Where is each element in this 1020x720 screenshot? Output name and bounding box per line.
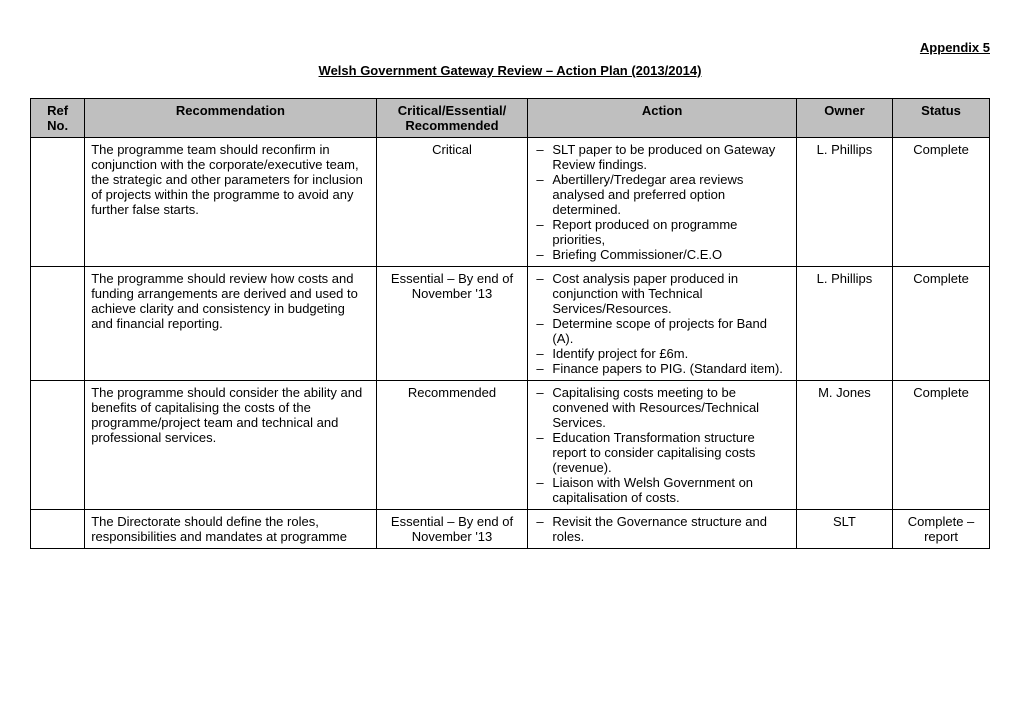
cell-recommendation: The programme should consider the abilit… bbox=[85, 381, 376, 510]
col-header-owner: Owner bbox=[796, 99, 892, 138]
col-header-ref: Ref No. bbox=[31, 99, 85, 138]
action-list-item: Report produced on programme priorities, bbox=[534, 217, 789, 247]
action-list-item: Capitalising costs meeting to be convene… bbox=[534, 385, 789, 430]
action-list-item: Finance papers to PIG. (Standard item). bbox=[534, 361, 789, 376]
cell-priority: Recommended bbox=[376, 381, 528, 510]
cell-owner: L. Phillips bbox=[796, 138, 892, 267]
cell-action: Cost analysis paper produced in conjunct… bbox=[528, 267, 796, 381]
cell-ref bbox=[31, 138, 85, 267]
action-list-item: Briefing Commissioner/C.E.O bbox=[534, 247, 789, 262]
table-row: The programme should consider the abilit… bbox=[31, 381, 990, 510]
table-row: The programme should review how costs an… bbox=[31, 267, 990, 381]
action-list-item: Determine scope of projects for Band (A)… bbox=[534, 316, 789, 346]
action-list-item: Abertillery/Tredegar area reviews analys… bbox=[534, 172, 789, 217]
table-row: The Directorate should define the roles,… bbox=[31, 510, 990, 549]
table-body: The programme team should reconfirm in c… bbox=[31, 138, 990, 549]
cell-priority: Essential – By end of November '13 bbox=[376, 510, 528, 549]
action-list-item: Education Transformation structure repor… bbox=[534, 430, 789, 475]
cell-action: SLT paper to be produced on Gateway Revi… bbox=[528, 138, 796, 267]
cell-status: Complete bbox=[893, 138, 990, 267]
page-title: Welsh Government Gateway Review – Action… bbox=[30, 63, 990, 78]
col-header-status: Status bbox=[893, 99, 990, 138]
cell-owner: SLT bbox=[796, 510, 892, 549]
col-header-action: Action bbox=[528, 99, 796, 138]
cell-owner: M. Jones bbox=[796, 381, 892, 510]
cell-recommendation: The programme should review how costs an… bbox=[85, 267, 376, 381]
action-list-item: Revisit the Governance structure and rol… bbox=[534, 514, 789, 544]
action-list: Capitalising costs meeting to be convene… bbox=[534, 385, 789, 505]
action-list: Revisit the Governance structure and rol… bbox=[534, 514, 789, 544]
cell-status: Complete bbox=[893, 381, 990, 510]
table-header-row: Ref No. Recommendation Critical/Essentia… bbox=[31, 99, 990, 138]
cell-priority: Critical bbox=[376, 138, 528, 267]
cell-priority: Essential – By end of November '13 bbox=[376, 267, 528, 381]
cell-ref bbox=[31, 267, 85, 381]
action-list-item: Identify project for £6m. bbox=[534, 346, 789, 361]
cell-status: Complete bbox=[893, 267, 990, 381]
cell-ref bbox=[31, 381, 85, 510]
cell-action: Capitalising costs meeting to be convene… bbox=[528, 381, 796, 510]
action-list-item: Liaison with Welsh Government on capital… bbox=[534, 475, 789, 505]
cell-owner: L. Phillips bbox=[796, 267, 892, 381]
appendix-label: Appendix 5 bbox=[30, 40, 990, 55]
table-row: The programme team should reconfirm in c… bbox=[31, 138, 990, 267]
action-list-item: SLT paper to be produced on Gateway Revi… bbox=[534, 142, 789, 172]
action-plan-table: Ref No. Recommendation Critical/Essentia… bbox=[30, 98, 990, 549]
cell-ref bbox=[31, 510, 85, 549]
action-list-item: Cost analysis paper produced in conjunct… bbox=[534, 271, 789, 316]
action-list: SLT paper to be produced on Gateway Revi… bbox=[534, 142, 789, 262]
cell-recommendation: The programme team should reconfirm in c… bbox=[85, 138, 376, 267]
cell-status: Complete – report bbox=[893, 510, 990, 549]
col-header-priority: Critical/Essential/ Recommended bbox=[376, 99, 528, 138]
col-header-recommendation: Recommendation bbox=[85, 99, 376, 138]
action-list: Cost analysis paper produced in conjunct… bbox=[534, 271, 789, 376]
cell-recommendation: The Directorate should define the roles,… bbox=[85, 510, 376, 549]
cell-action: Revisit the Governance structure and rol… bbox=[528, 510, 796, 549]
